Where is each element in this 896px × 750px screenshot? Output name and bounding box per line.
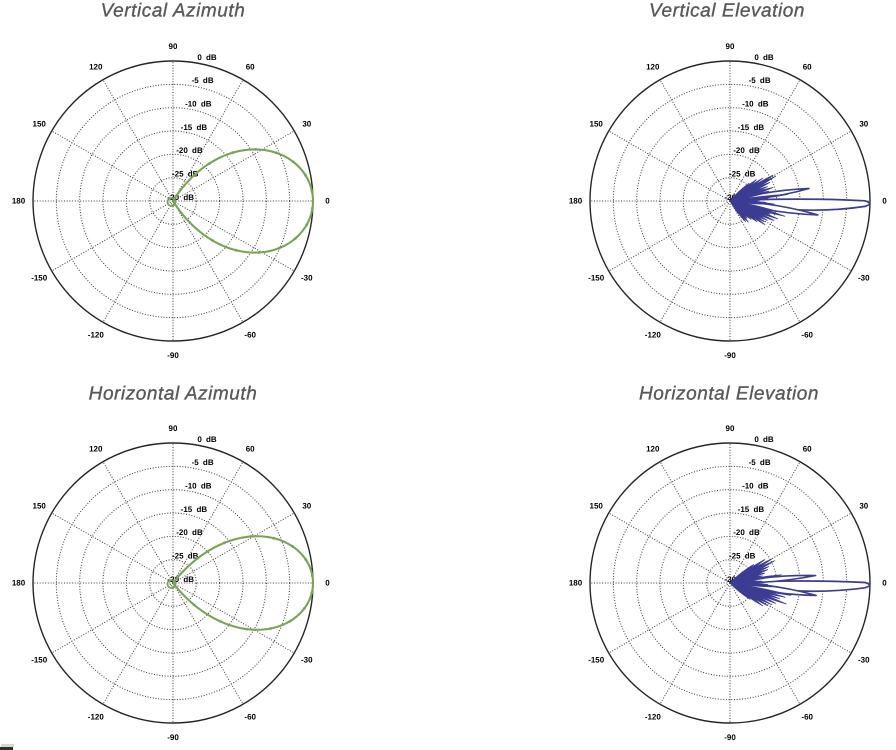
svg-text:-5 dB: -5 dB [192, 76, 214, 85]
svg-text:Vertical Azimuth: Vertical Azimuth [101, 1, 246, 22]
svg-text:150: 150 [33, 501, 47, 510]
svg-text:-20 dB: -20 dB [176, 528, 203, 537]
svg-text:-25 dB: -25 dB [729, 552, 756, 561]
svg-text:-25 dB: -25 dB [172, 552, 199, 561]
svg-text:-15 dB: -15 dB [181, 505, 208, 514]
svg-text:0 dB: 0 dB [754, 53, 774, 62]
svg-text:-150: -150 [31, 274, 48, 283]
svg-text:-60: -60 [801, 712, 813, 721]
svg-text:-90: -90 [724, 733, 736, 742]
svg-text:-150: -150 [31, 656, 48, 665]
svg-text:30: 30 [302, 119, 311, 128]
svg-text:120: 120 [89, 445, 103, 454]
svg-text:-30 dB: -30 dB [168, 575, 195, 584]
svg-text:-120: -120 [88, 712, 105, 721]
svg-text:0: 0 [325, 197, 330, 206]
svg-text:60: 60 [803, 63, 812, 72]
svg-text:-15 dB: -15 dB [181, 123, 208, 132]
svg-text:0 dB: 0 dB [197, 53, 217, 62]
svg-text:30: 30 [859, 119, 868, 128]
svg-text:180: 180 [12, 579, 26, 588]
svg-text:-120: -120 [645, 712, 662, 721]
svg-text:60: 60 [803, 445, 812, 454]
svg-text:30: 30 [302, 501, 311, 510]
svg-text:-10 dB: -10 dB [185, 482, 212, 491]
svg-text:150: 150 [590, 119, 604, 128]
svg-text:-15 dB: -15 dB [738, 505, 765, 514]
svg-text:-10 dB: -10 dB [742, 100, 769, 109]
svg-text:0: 0 [882, 579, 887, 588]
svg-text:-10 dB: -10 dB [742, 482, 769, 491]
svg-text:90: 90 [169, 424, 178, 433]
svg-text:Horizontal Elevation: Horizontal Elevation [639, 384, 819, 405]
svg-text:-15 dB: -15 dB [738, 123, 765, 132]
svg-text:-90: -90 [724, 351, 736, 360]
svg-text:-25 dB: -25 dB [172, 170, 199, 179]
svg-text:120: 120 [646, 63, 660, 72]
svg-text:90: 90 [726, 424, 735, 433]
svg-text:-120: -120 [88, 330, 105, 339]
svg-text:90: 90 [726, 42, 735, 51]
svg-text:-150: -150 [588, 274, 605, 283]
svg-text:150: 150 [33, 119, 47, 128]
svg-text:30: 30 [859, 501, 868, 510]
svg-text:-30: -30 [301, 656, 313, 665]
svg-text:-150: -150 [588, 656, 605, 665]
svg-text:Vertical Elevation: Vertical Elevation [649, 1, 805, 22]
svg-text:-90: -90 [167, 351, 179, 360]
svg-text:-60: -60 [244, 712, 256, 721]
svg-text:150: 150 [590, 501, 604, 510]
svg-text:-20 dB: -20 dB [176, 146, 203, 155]
svg-text:-30: -30 [301, 274, 313, 283]
svg-text:-20 dB: -20 dB [733, 146, 760, 155]
svg-text:Horizontal Azimuth: Horizontal Azimuth [89, 384, 258, 405]
svg-text:60: 60 [246, 63, 255, 72]
svg-text:-30: -30 [858, 656, 870, 665]
svg-text:120: 120 [646, 445, 660, 454]
svg-text:-10 dB: -10 dB [185, 100, 212, 109]
svg-text:180: 180 [569, 197, 583, 206]
svg-text:180: 180 [12, 197, 26, 206]
svg-text:180: 180 [569, 579, 583, 588]
svg-text:-5 dB: -5 dB [749, 76, 771, 85]
svg-text:60: 60 [246, 445, 255, 454]
svg-text:-30: -30 [858, 274, 870, 283]
svg-text:-120: -120 [645, 330, 662, 339]
svg-text:-5 dB: -5 dB [749, 458, 771, 467]
svg-text:0 dB: 0 dB [197, 435, 217, 444]
svg-text:-60: -60 [801, 330, 813, 339]
svg-text:-30 dB: -30 dB [168, 193, 195, 202]
svg-text:90: 90 [169, 42, 178, 51]
svg-text:-5 dB: -5 dB [192, 458, 214, 467]
svg-text:-25 dB: -25 dB [729, 170, 756, 179]
svg-text:0: 0 [882, 197, 887, 206]
svg-text:120: 120 [89, 63, 103, 72]
svg-text:0 dB: 0 dB [754, 435, 774, 444]
svg-text:-20 dB: -20 dB [733, 528, 760, 537]
svg-text:-60: -60 [244, 330, 256, 339]
svg-text:-90: -90 [167, 733, 179, 742]
svg-text:0: 0 [325, 579, 330, 588]
